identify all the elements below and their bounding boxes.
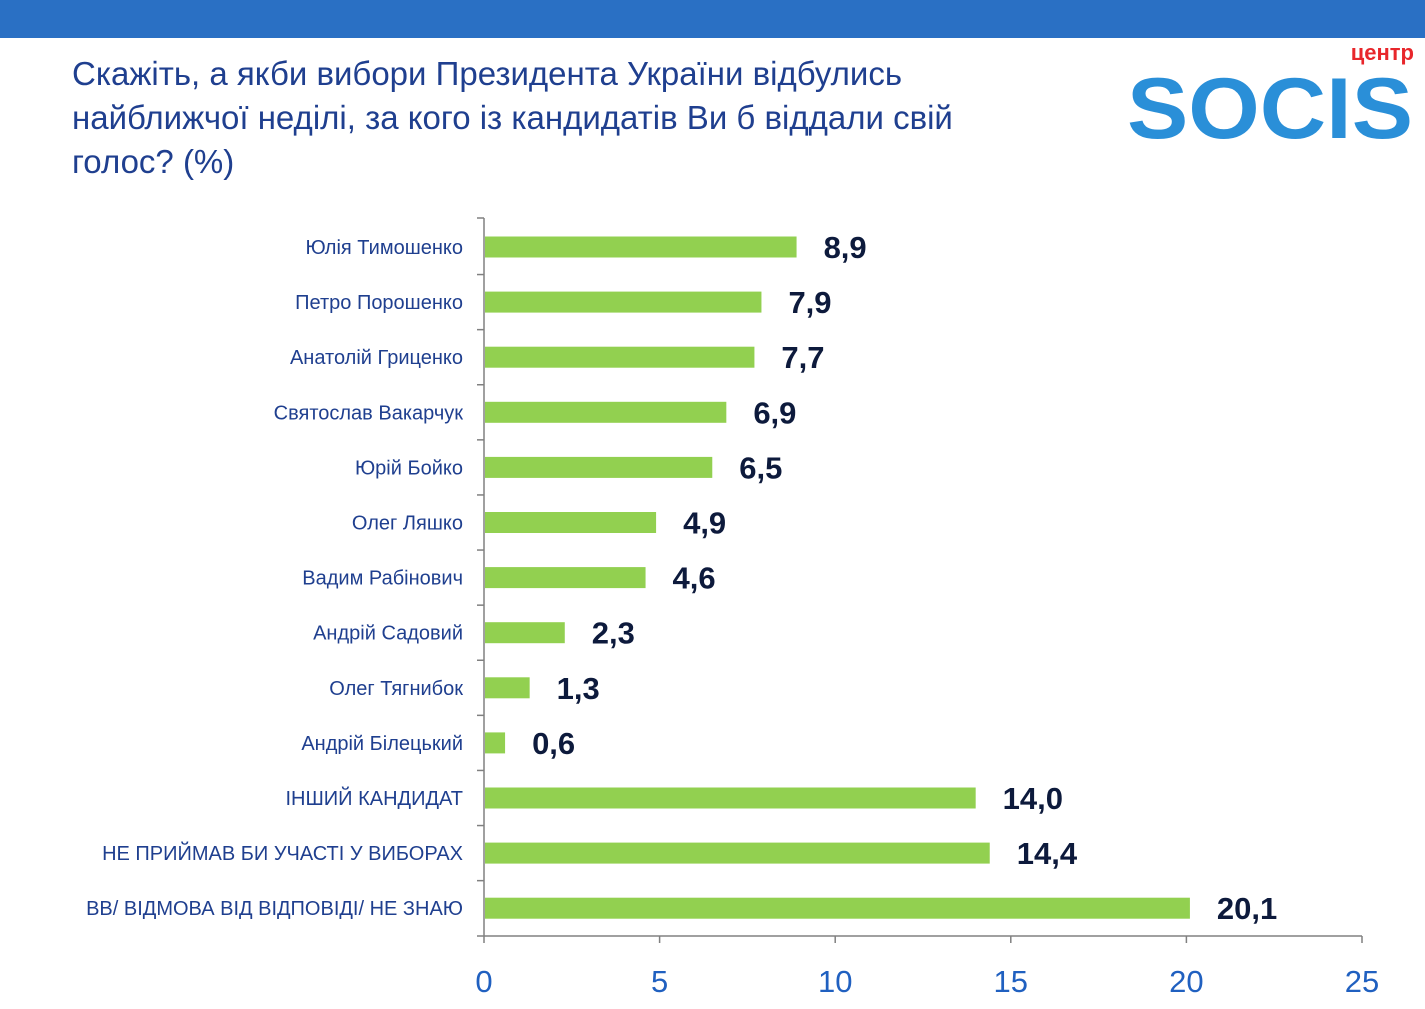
value-label: 6,9: [753, 395, 796, 430]
category-label: Вадим Рабінович: [302, 568, 463, 590]
value-label: 8,9: [824, 230, 867, 265]
x-tick-label: 20: [1169, 964, 1203, 999]
value-label: 6,5: [739, 450, 782, 485]
category-label: НЕ ПРИЙМАВ БИ УЧАСТІ У ВИБОРАХ: [102, 841, 463, 865]
x-tick-label: 10: [818, 964, 852, 999]
category-label: Святослав Вакарчук: [274, 402, 464, 424]
bar: [485, 787, 976, 809]
bar: [485, 456, 713, 478]
value-label: 14,4: [1017, 836, 1078, 871]
value-label: 14,0: [1003, 781, 1063, 816]
bar: [485, 401, 727, 423]
top-band: [0, 0, 1425, 38]
bar: [485, 512, 657, 533]
category-label: Петро Порошенко: [295, 292, 463, 314]
bar: [485, 236, 797, 258]
logo-main-text: SOCIS: [1127, 61, 1413, 150]
x-tick-label: 25: [1345, 964, 1379, 999]
bar: [485, 622, 565, 644]
x-tick-label: 15: [994, 964, 1028, 999]
bar: [485, 291, 762, 313]
bar: [485, 567, 646, 589]
category-label: Анатолій Гриценко: [290, 347, 463, 369]
value-label: 2,3: [592, 616, 635, 651]
value-label: 20,1: [1217, 891, 1277, 926]
value-label: 1,3: [557, 671, 600, 706]
logo-top-text: центр: [1351, 40, 1414, 65]
category-label: Олег Тягнибок: [329, 678, 463, 700]
category-label: Юрій Бойко: [355, 457, 463, 479]
bar: [485, 732, 506, 754]
category-label: Юлія Тимошенко: [306, 237, 464, 259]
socis-logo: центр SOCIS: [1127, 40, 1414, 150]
value-label: 4,9: [683, 506, 726, 541]
bar: [485, 677, 530, 699]
value-label: 7,9: [788, 285, 831, 320]
bar: [485, 346, 755, 368]
category-label: Андрій Садовий: [313, 623, 463, 645]
chart-title: Скажіть, а якби вибори Президента Україн…: [72, 55, 953, 180]
x-tick-label: 5: [651, 964, 668, 999]
x-tick-label: 0: [475, 964, 492, 999]
value-label: 4,6: [673, 561, 716, 596]
category-label: Андрій Білецький: [301, 733, 463, 755]
category-label: ВВ/ ВІДМОВА ВІД ВІДПОВІДІ/ НЕ ЗНАЮ: [86, 898, 463, 920]
category-label: ІНШИЙ КАНДИДАТ: [285, 786, 463, 810]
bar: [485, 897, 1190, 919]
category-label: Олег Ляшко: [352, 513, 463, 535]
value-label: 0,6: [532, 726, 575, 761]
value-label: 7,7: [781, 340, 824, 375]
bar: [485, 842, 990, 864]
